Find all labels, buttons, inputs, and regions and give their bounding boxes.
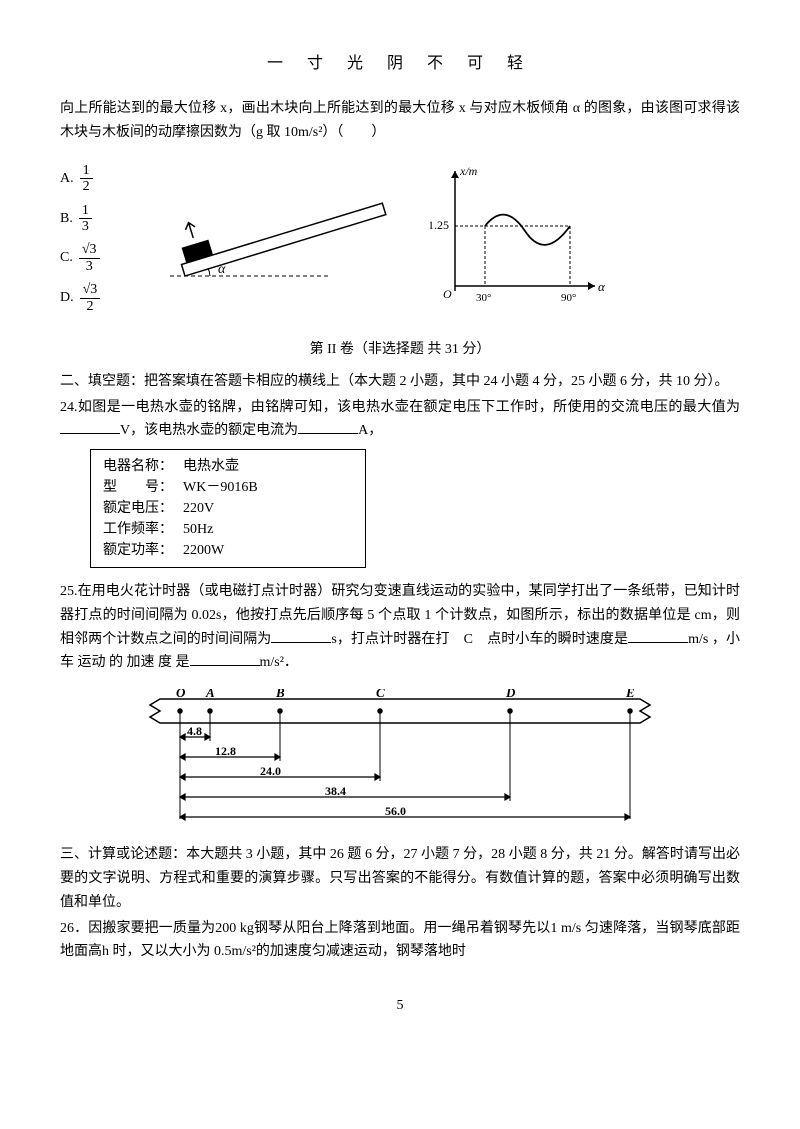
np-volt-val: 220V xyxy=(183,498,214,519)
np-power-val: 2200W xyxy=(183,540,224,561)
incline-angle-label: α xyxy=(218,262,226,277)
chart-xtick1: 30° xyxy=(476,292,491,304)
q24-text: 24.如图是一电热水壶的铭牌，由铭牌可知，该电热水壶在额定电压下工作时，所使用的… xyxy=(60,396,740,444)
q26-text: 26．因搬家要把一质量为200 kg钢琴从阳台上降落到地面。用一绳吊着钢琴先以1… xyxy=(60,917,740,965)
opt-a-num: 1 xyxy=(80,163,93,179)
opt-c-num: √3 xyxy=(79,242,100,258)
tape-B: B xyxy=(275,689,285,700)
tape-E: E xyxy=(625,689,635,700)
q25-blank3[interactable] xyxy=(190,651,260,666)
tape-d2: 12.8 xyxy=(215,744,236,758)
option-d: D. √32 xyxy=(60,282,130,314)
fill-intro: 二、填空题：把答案填在答题卡相应的横线上（本大题 2 小题，其中 24 小题 4… xyxy=(60,370,740,394)
chart-ylabel: x/m xyxy=(459,164,478,178)
option-a-label: A. xyxy=(60,167,74,191)
option-a: A. 12 xyxy=(60,163,130,195)
np-model-lab: 型 号： xyxy=(103,477,183,498)
header-motto: 一 寸 光 阴 不 可 轻 xyxy=(60,50,740,77)
incline-figure: α xyxy=(150,181,410,291)
question-intro: 向上所能达到的最大位移 x，画出木块向上所能达到的最大位移 x 与对应木板倾角 … xyxy=(60,97,740,145)
section2-title: 第 II 卷（非选择题 共 31 分） xyxy=(60,338,740,362)
opt-b-num: 1 xyxy=(79,203,92,219)
opt-d-den: 2 xyxy=(80,299,101,314)
q24-b: V，该电热水壶的额定电流为 xyxy=(120,423,298,438)
tape-d3: 24.0 xyxy=(260,764,281,778)
q24-blank1[interactable] xyxy=(60,419,120,434)
tape-D: D xyxy=(505,689,516,700)
np-power-lab: 额定功率： xyxy=(103,540,183,561)
opt-a-den: 2 xyxy=(80,179,93,194)
xalpha-chart: x/m α O 1.25 30° 90° xyxy=(430,161,610,311)
tape-A: A xyxy=(205,689,215,700)
tape-C: C xyxy=(376,689,385,700)
chart-origin: O xyxy=(443,287,452,301)
np-freq-val: 50Hz xyxy=(183,519,213,540)
np-name-lab: 电器名称： xyxy=(103,456,183,477)
nameplate: 电器名称：电热水壶 型 号：WK－9016B 额定电压：220V 工作频率：50… xyxy=(90,449,366,568)
np-model-val: WK－9016B xyxy=(183,477,258,498)
q24-a: 24.如图是一电热水壶的铭牌，由铭牌可知，该电热水壶在额定电压下工作时，所使用的… xyxy=(60,400,740,415)
q25-d: m/s²． xyxy=(260,655,298,670)
option-b: B. 13 xyxy=(60,203,130,235)
opt-b-den: 3 xyxy=(79,219,92,234)
option-d-label: D. xyxy=(60,286,74,310)
tape-O: O xyxy=(176,689,186,700)
answer-options: A. 12 B. 13 C. √33 D. √32 xyxy=(60,155,130,322)
option-b-label: B. xyxy=(60,207,73,231)
np-volt-lab: 额定电压： xyxy=(103,498,183,519)
page-number: 5 xyxy=(60,994,740,1018)
opt-d-num: √3 xyxy=(80,282,101,298)
option-c-label: C. xyxy=(60,246,73,270)
tape-d4: 38.4 xyxy=(325,784,346,798)
np-name-val: 电热水壶 xyxy=(183,456,239,477)
option-c: C. √33 xyxy=(60,242,130,274)
q24-c: A， xyxy=(358,423,382,438)
q25-blank1[interactable] xyxy=(271,628,331,643)
chart-xlabel: α xyxy=(598,279,606,294)
chart-yval: 1.25 xyxy=(430,218,449,232)
np-freq-lab: 工作频率： xyxy=(103,519,183,540)
section3-intro: 三、计算或论述题：本大题共 3 小题，其中 26 题 6 分，27 小题 7 分… xyxy=(60,843,740,914)
q25-blank2[interactable] xyxy=(628,628,688,643)
opt-c-den: 3 xyxy=(79,259,100,274)
q25-text: 25.在用电火花计时器（或电磁打点计时器）研究匀变速直线运动的实验中，某同学打出… xyxy=(60,580,740,675)
tape-figure: O A B C D E 4.8 12.8 24.0 38. xyxy=(140,689,660,829)
q25-b: s，打点计时器在打 C 点时小车的瞬时速度是 xyxy=(331,632,628,647)
chart-xtick2: 90° xyxy=(561,292,576,304)
tape-d1: 4.8 xyxy=(187,724,202,738)
q24-blank2[interactable] xyxy=(298,419,358,434)
tape-d5: 56.0 xyxy=(385,804,406,818)
